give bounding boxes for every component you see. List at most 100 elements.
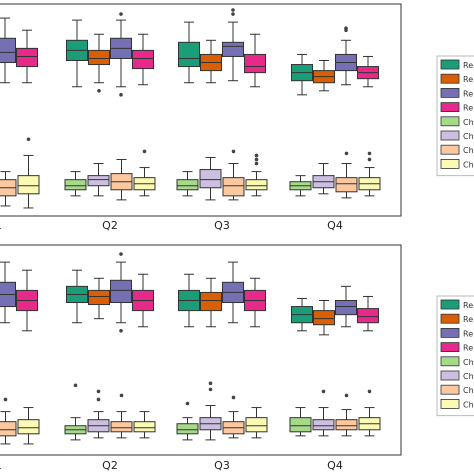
legend-label: Re [463, 329, 473, 338]
box-re-4-q2 [132, 273, 154, 328]
box-ch-3-q4 [335, 393, 358, 437]
box-ch-1-q4 [289, 407, 312, 437]
box-ch-4-q3 [245, 153, 268, 197]
iqr-box [357, 308, 379, 324]
box-re-2-q4 [313, 300, 335, 336]
outlier-point [185, 401, 190, 406]
legend-label: Ch [463, 118, 474, 127]
box-re-3-q4 [335, 26, 357, 86]
box-re-1-q2 [66, 19, 88, 88]
legend-label: Re [463, 75, 473, 84]
box-ch-3-q1 [0, 171, 17, 207]
outlier-point [231, 395, 236, 400]
iqr-box [312, 419, 335, 431]
box-re-1-q3 [178, 273, 200, 328]
legend-label: Re [463, 315, 473, 324]
bottom-panel: Q1 Q2 Q3 Q4 [0, 252, 381, 472]
legend-swatch [440, 102, 460, 112]
box-ch-3-q4 [335, 151, 358, 199]
box-ch-2-q3 [199, 156, 222, 201]
iqr-box [0, 37, 16, 64]
legend-swatch [440, 158, 460, 169]
iqr-box [178, 41, 200, 68]
iqr-box [110, 279, 132, 304]
iqr-box [222, 177, 245, 197]
x-tick-label: Q1 [0, 219, 2, 232]
outlier-point [254, 153, 259, 158]
legend-label: Ch [463, 160, 474, 169]
iqr-box [17, 175, 40, 195]
box-ch-3-q2 [110, 393, 133, 439]
box-re-3-q2 [110, 12, 132, 97]
legend-swatch [440, 398, 460, 409]
legend-swatch [440, 299, 460, 310]
x-tick-label: Q2 [102, 219, 118, 232]
iqr-box [176, 423, 199, 435]
iqr-box [133, 421, 156, 433]
box-ch-2-q2 [87, 389, 110, 439]
legend-swatch [440, 342, 460, 353]
box-re-4-q4 [357, 55, 379, 88]
legend-label: Ch [463, 372, 474, 381]
box-re-3-q1 [0, 261, 16, 324]
box-re-4-q3 [244, 277, 266, 328]
outlier-point [119, 329, 123, 333]
box-ch-2-q4 [312, 163, 335, 195]
iqr-box [245, 179, 268, 191]
outlier-point [321, 389, 326, 394]
box-ch-2-q4 [312, 389, 335, 437]
iqr-box [88, 49, 110, 66]
box-re-2-q4 [313, 60, 335, 92]
iqr-box [335, 300, 357, 316]
legend-label: Re [463, 61, 473, 70]
x-tick-label: Q3 [214, 219, 230, 232]
box-re-4-q2 [132, 33, 154, 86]
box-ch-2-q3 [199, 381, 222, 441]
legend-swatch [440, 130, 460, 141]
iqr-box [176, 179, 199, 191]
box-ch-1-q2 [64, 171, 87, 197]
bottom-legend: Re Re Re Re Ch Ch Ch Ch [436, 295, 474, 417]
top-legend: Re Re Re Re Ch Ch Ch Ch [436, 55, 474, 177]
outlier-point [119, 12, 123, 16]
box-re-3-q3 [222, 261, 244, 324]
outlier-point [26, 137, 31, 142]
box-re-4-q1 [16, 269, 38, 332]
iqr-box [17, 419, 40, 435]
iqr-box [87, 175, 110, 187]
legend-swatch [440, 313, 460, 324]
box-re-1-q3 [178, 21, 200, 84]
iqr-box [88, 289, 110, 306]
box-re-3-q4 [335, 285, 357, 328]
box-ch-3-q1 [0, 397, 17, 445]
outlier-point [344, 151, 349, 156]
legend-label: Re [463, 344, 473, 353]
box-ch-4-q1 [17, 407, 40, 445]
box-re-2-q2 [88, 277, 110, 320]
outlier-point [231, 12, 235, 16]
box-re-3-q1 [0, 17, 16, 84]
box-re-2-q3 [200, 277, 222, 328]
iqr-box [335, 177, 358, 193]
legend-swatch [440, 384, 460, 395]
outlier-point [254, 157, 259, 162]
iqr-box [16, 47, 38, 68]
box-ch-4-q3 [245, 407, 268, 439]
box-ch-4-q2 [133, 149, 156, 197]
box-ch-1-q2 [64, 383, 87, 441]
legend-label: Ch [463, 146, 474, 155]
box-re-2-q2 [88, 33, 110, 93]
iqr-box [200, 291, 222, 312]
legend-label: Ch [463, 400, 474, 409]
box-re-4-q1 [16, 29, 38, 84]
box-re-4-q4 [357, 295, 379, 332]
outlier-point [254, 161, 259, 166]
legend-swatch [440, 59, 460, 70]
outlier-point [96, 389, 101, 394]
box-ch-3-q2 [110, 158, 133, 201]
iqr-box [64, 179, 87, 191]
outlier-point [367, 157, 372, 162]
iqr-box [0, 421, 17, 437]
box-re-4-q3 [244, 33, 266, 88]
